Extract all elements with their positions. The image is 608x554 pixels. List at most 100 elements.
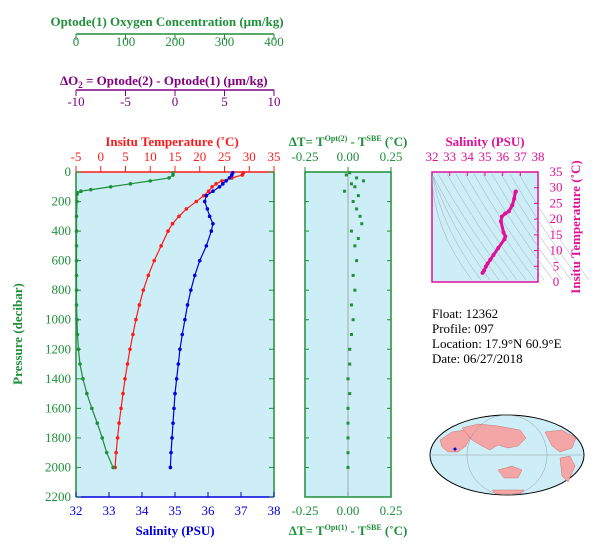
- delta-t-top-label-mid: - T: [347, 134, 367, 149]
- temperature-data-point: [194, 199, 199, 204]
- delta-t-data-point: [353, 185, 357, 189]
- ts-isopycnal-line: [482, 173, 554, 281]
- map-land-north-america: [544, 429, 577, 453]
- delta-t-data-point: [348, 347, 352, 351]
- delta-t-data-point: [356, 236, 360, 240]
- oxygen-data-point: [89, 187, 93, 192]
- temperature-data-point: [206, 189, 211, 194]
- main-panel-background: [76, 172, 274, 497]
- salinity-data-point: [221, 182, 225, 186]
- ts-isopycnal-line: [500, 173, 572, 281]
- delta-t-top-label: ΔT= TOpt(2) - TSBE (˚C): [289, 134, 408, 149]
- delta-t-data-point: [346, 406, 350, 410]
- temperature-data-point: [184, 207, 189, 211]
- oxygen-data-point: [95, 421, 100, 425]
- delta-t-data-point: [346, 465, 350, 469]
- salinity-tick-label: 33: [103, 503, 116, 518]
- pressure-tick-label: 400: [52, 223, 72, 238]
- delta-t-data-point: [346, 436, 350, 440]
- ts-y-tick-label: 20: [550, 211, 563, 226]
- temperature-tick-label: 35: [268, 149, 281, 164]
- oxygen-data-point: [74, 303, 79, 307]
- ts-diagram-background: [431, 171, 539, 283]
- main-series-layer: [74, 170, 246, 470]
- delta-t-axis-ticks: -0.25 -0.25 0.00 0.00 0.25 0.25: [291, 149, 402, 518]
- temperature-data-point: [131, 332, 135, 337]
- ts-diagram-series: [480, 189, 518, 275]
- oxygen-data-point: [171, 173, 175, 177]
- salinity-axis: 32 33 34 35 36 37 38 Salinity (PSU): [70, 492, 281, 538]
- temperature-data-point: [128, 347, 132, 352]
- float-id-text: Float: 12362: [432, 306, 498, 321]
- delta-t-data-point: [346, 451, 350, 455]
- ts-y-tick-label: 30: [550, 180, 563, 195]
- salinity-tick-label: 34: [136, 503, 150, 518]
- ts-data-point: [496, 246, 501, 251]
- oxygen-data-point: [75, 199, 79, 204]
- delta-t-data-point: [343, 189, 347, 193]
- ts-isopycnal-line: [509, 173, 581, 281]
- salinity-data-point: [204, 244, 209, 248]
- map-land-antarctica: [491, 489, 525, 495]
- delta-t-bottom-label-prefix: ΔT= T: [289, 523, 325, 538]
- pressure-tick-label: 0: [65, 164, 72, 179]
- salinity-data-point: [207, 214, 212, 219]
- ts-isopycnal-line: [446, 173, 518, 281]
- delta-t-data-point: [358, 214, 362, 218]
- temperature-axis: Insitu Temperature (˚C) -5 0 5 10 15 20 25 30 35: [71, 134, 281, 172]
- ts-diagram-panel: Salinity (PSU) 32 33 34 35 36 37 3805101520253…: [426, 134, 590, 294]
- ts-data-point: [485, 261, 490, 266]
- ts-isopycnal-line: [455, 173, 527, 281]
- oxygen-axis-ticks: 0 100 200 300 400: [73, 34, 284, 49]
- delta-t-data-point: [355, 176, 359, 180]
- delta-t-points: [343, 171, 365, 469]
- temperature-data-point: [137, 303, 142, 307]
- ts-isopycnal-line: [431, 173, 491, 281]
- salinity-data-point: [209, 229, 214, 233]
- salinity-data-point: [178, 347, 182, 352]
- delta-t-data-point: [344, 173, 348, 177]
- pressure-tick-label: 800: [52, 282, 72, 297]
- temperature-tick-label: -5: [71, 149, 82, 164]
- temperature-data-point: [115, 436, 120, 440]
- salinity-data-point: [211, 221, 215, 226]
- pressure-tick-label: 1400: [45, 371, 71, 386]
- pressure-axis-ticks: 0 200 400 600 800 1000 1200 1400 1600 1800 2000 220…: [45, 164, 274, 504]
- temperature-axis-label: Insitu Temperature (˚C): [105, 134, 238, 149]
- delta-t-top-label-unit: (˚C): [382, 134, 408, 149]
- delta-t-top-label-prefix: ΔT= T: [289, 134, 325, 149]
- delta-t-bottom-label-sup2: SBE: [367, 523, 382, 532]
- delta-t-data-point: [348, 171, 352, 175]
- temperature-data-point: [220, 179, 224, 183]
- delta-t-data-point: [346, 421, 350, 425]
- pressure-tick-label: 2000: [45, 459, 71, 474]
- map-landmasses: [439, 423, 577, 495]
- salinity-data-point: [197, 258, 202, 263]
- delta-t-top-tick-label: 0.25: [380, 149, 403, 164]
- ts-data-point: [482, 268, 487, 273]
- location-text: Location: 17.9°N 60.9°E: [432, 336, 562, 351]
- float-info-block: Float: 12362 Profile: 097 Location: 17.9…: [432, 306, 562, 366]
- delta-o2-axis-ticks: -10 -5 0 5 10: [67, 90, 281, 109]
- ts-x-tick-label: 32: [426, 149, 439, 164]
- delta-o2-tick-label: 10: [268, 94, 281, 109]
- salinity-data-point: [202, 199, 207, 204]
- oxygen-data-point: [90, 406, 94, 411]
- delta-t-bottom-label-mid: - T: [347, 523, 367, 538]
- delta-t-data-point: [349, 303, 353, 307]
- delta-t-bottom-tick-label: -0.25: [291, 503, 318, 518]
- temperature-data-point: [166, 229, 170, 233]
- oxygen-data-point: [167, 176, 171, 180]
- oxygen-data-point: [100, 436, 105, 440]
- ts-isopycnal-lines: [431, 173, 590, 281]
- salinity-tick-label: 35: [169, 503, 182, 518]
- delta-t-bottom-tick-label: 0.25: [380, 503, 403, 518]
- ts-isopycnal-line: [473, 173, 545, 281]
- oxygen-axis-label: Optode(1) Oxygen Concentration (μm/kg): [50, 14, 283, 29]
- salinity-data-point: [193, 273, 197, 278]
- delta-t-data-point: [353, 288, 357, 292]
- ts-x-tick-label: 33: [443, 149, 456, 164]
- ts-y-tick-label: 15: [550, 227, 563, 242]
- delta-t-bottom-tick-label: 0.00: [337, 503, 360, 518]
- oxygen-data-point: [78, 362, 82, 366]
